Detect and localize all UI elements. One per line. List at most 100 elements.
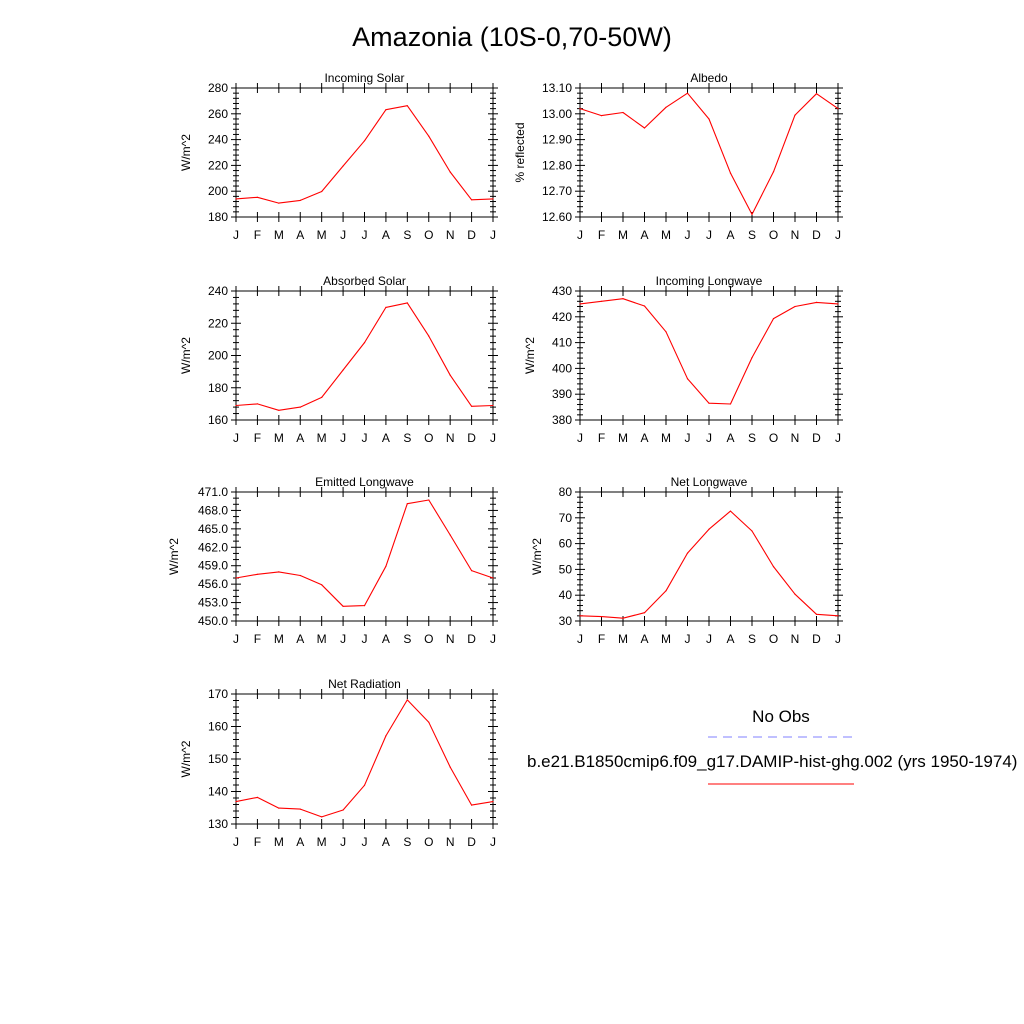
y-tick-label: 430 [552,284,572,298]
y-tick-label: 13.10 [542,81,572,95]
y-tick-label: 140 [208,785,228,799]
x-tick-label: D [467,228,476,242]
y-tick-label: 180 [208,381,228,395]
data-point [406,302,408,304]
x-tick-label: A [382,632,390,646]
x-tick-label: J [835,632,841,646]
x-tick-label: A [296,431,304,445]
x-tick-label: J [685,431,691,445]
data-point [600,616,603,618]
plot-frame [235,693,494,825]
data-point [406,699,408,701]
panel-title: Net Longwave [671,475,748,489]
x-tick-label: N [446,228,455,242]
data-point [729,510,732,512]
x-tick-label: D [467,632,476,646]
y-tick-label: 60 [559,537,573,551]
data-point [278,409,280,411]
x-tick-label: S [403,228,411,242]
data-point [492,801,494,803]
data-point [708,528,710,530]
x-tick-label: A [640,228,648,242]
data-point [299,808,301,810]
x-tick-label: J [685,228,691,242]
y-tick-label: 280 [208,81,228,95]
y-tick-label: 471.0 [198,485,228,499]
y-tick-label: 130 [208,817,228,831]
data-point [428,499,430,501]
series-line [235,699,494,818]
data-point [471,199,473,201]
x-tick-label: J [362,228,368,242]
legend-obs-label: No Obs [752,707,810,726]
x-tick-label: O [424,431,433,445]
panel-title: Albedo [690,71,728,85]
y-axis-label: W/m^2 [167,538,181,575]
data-point [794,593,796,595]
x-tick-label: D [467,835,476,849]
x-tick-label: O [424,835,433,849]
x-tick-label: J [490,228,496,242]
data-point [579,108,581,110]
y-tick-label: 12.60 [542,210,572,224]
y-axis-label: W/m^2 [179,740,193,777]
panel-title: Incoming Longwave [656,274,763,288]
panel-title: Incoming Solar [324,71,404,85]
x-tick-label: J [362,632,368,646]
x-tick-label: M [317,632,327,646]
plot-frame [579,290,839,421]
plot-frame [579,87,839,218]
x-tick-label: S [403,835,411,849]
x-tick-label: J [706,228,712,242]
data-point [471,804,473,806]
y-tick-label: 410 [552,336,572,350]
x-tick-label: A [640,632,648,646]
y-axis-label: W/m^2 [179,337,193,374]
x-tick-label: M [317,431,327,445]
x-tick-label: O [769,431,778,445]
x-tick-label: M [661,228,671,242]
y-tick-label: 260 [208,107,228,121]
y-tick-label: 450.0 [198,614,228,628]
data-point [579,615,581,617]
data-point [342,605,344,607]
data-point [772,318,775,320]
data-point [729,172,732,174]
data-point [794,305,796,308]
data-point [321,396,323,398]
x-tick-label: S [748,431,756,445]
x-tick-label: M [317,835,327,849]
x-tick-label: A [382,835,390,849]
data-point [449,766,451,768]
data-point [256,196,258,198]
data-point [278,807,280,809]
x-tick-label: A [726,632,734,646]
panel-title: Net Radiation [328,677,401,691]
figure-title: Amazonia (10S-0,70-50W) [352,22,672,52]
data-point [278,571,280,573]
x-tick-label: J [362,835,368,849]
x-tick-label: M [274,431,284,445]
x-tick-label: F [254,632,261,646]
data-point [686,378,689,380]
series-line [579,510,839,619]
panel-title: Absorbed Solar [323,274,406,288]
x-tick-label: J [233,835,239,849]
y-tick-label: 13.00 [542,107,572,121]
x-tick-label: M [274,632,284,646]
x-tick-label: J [233,228,239,242]
x-tick-label: D [812,632,821,646]
y-tick-label: 160 [208,720,228,734]
data-point [385,565,387,567]
data-point [363,784,366,786]
x-tick-label: F [598,431,605,445]
data-point [321,816,323,818]
data-point [235,801,237,803]
x-tick-label: S [748,632,756,646]
x-tick-label: N [446,632,455,646]
data-point [449,374,451,376]
x-tick-label: N [791,431,800,445]
